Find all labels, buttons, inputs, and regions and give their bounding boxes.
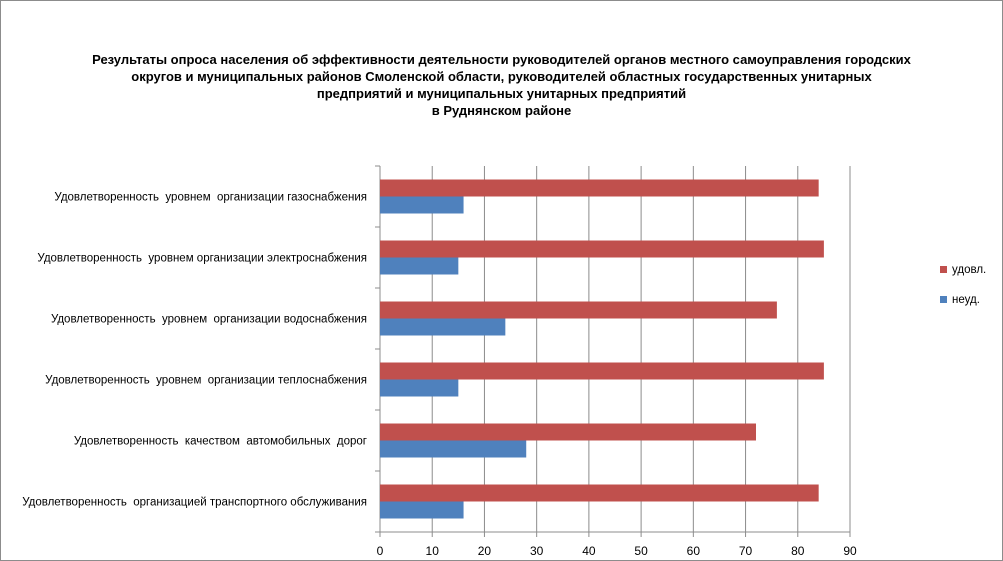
legend-swatch-udovl [940, 266, 947, 273]
legend-label-neud: неуд. [952, 293, 980, 306]
bar-neud-2 [380, 318, 506, 336]
x-tick-label-80: 80 [791, 544, 805, 558]
legend-swatch-neud [940, 296, 947, 303]
bar-neud-1 [380, 257, 459, 275]
chart-title-line-3: предприятий и муниципальных унитарных пр… [316, 86, 687, 101]
x-tick-label-10: 10 [426, 544, 440, 558]
legend-item-neud: неуд. [940, 291, 986, 308]
legend: удовл. неуд. [940, 261, 986, 321]
chart-title-line-1: Результаты опроса населения об эффективн… [92, 52, 911, 67]
x-tick-label-60: 60 [687, 544, 701, 558]
bar-udovl-1 [380, 240, 824, 258]
bar-neud-5 [380, 501, 464, 519]
chart-title-line-4: в Руднянском районе [431, 103, 572, 118]
legend-item-udovl: удовл. [940, 261, 986, 278]
bar-neud-4 [380, 440, 527, 458]
bar-udovl-4 [380, 423, 756, 441]
category-label-1: Удовлетворенность уровнем организации эл… [37, 253, 367, 265]
bar-neud-3 [380, 379, 459, 397]
bar-udovl-2 [380, 301, 777, 319]
x-tick-label-70: 70 [739, 544, 753, 558]
chart-title-line-2: округов и муниципальных районов Смоленск… [131, 69, 872, 84]
x-tick-label-90: 90 [843, 544, 857, 558]
category-label-2: Удовлетворенность уровнем организации во… [51, 314, 367, 326]
category-label-0: Удовлетворенность уровнем организации га… [54, 192, 367, 204]
x-tick-label-0: 0 [377, 544, 384, 558]
x-tick-label-20: 20 [478, 544, 492, 558]
x-tick-label-30: 30 [530, 544, 544, 558]
bar-udovl-3 [380, 362, 824, 380]
bar-neud-0 [380, 196, 464, 214]
legend-label-udovl: удовл. [952, 263, 987, 276]
category-label-3: Удовлетворенность уровнем организации те… [45, 375, 367, 387]
bar-udovl-0 [380, 179, 819, 197]
bar-udovl-5 [380, 484, 819, 502]
x-tick-label-40: 40 [582, 544, 596, 558]
chart-title: Результаты опроса населения об эффективн… [0, 51, 1003, 119]
x-tick-label-50: 50 [634, 544, 648, 558]
category-label-5: Удовлетворенность организацией транспорт… [22, 497, 367, 509]
category-label-4: Удовлетворенность качеством автомобильны… [74, 436, 367, 448]
